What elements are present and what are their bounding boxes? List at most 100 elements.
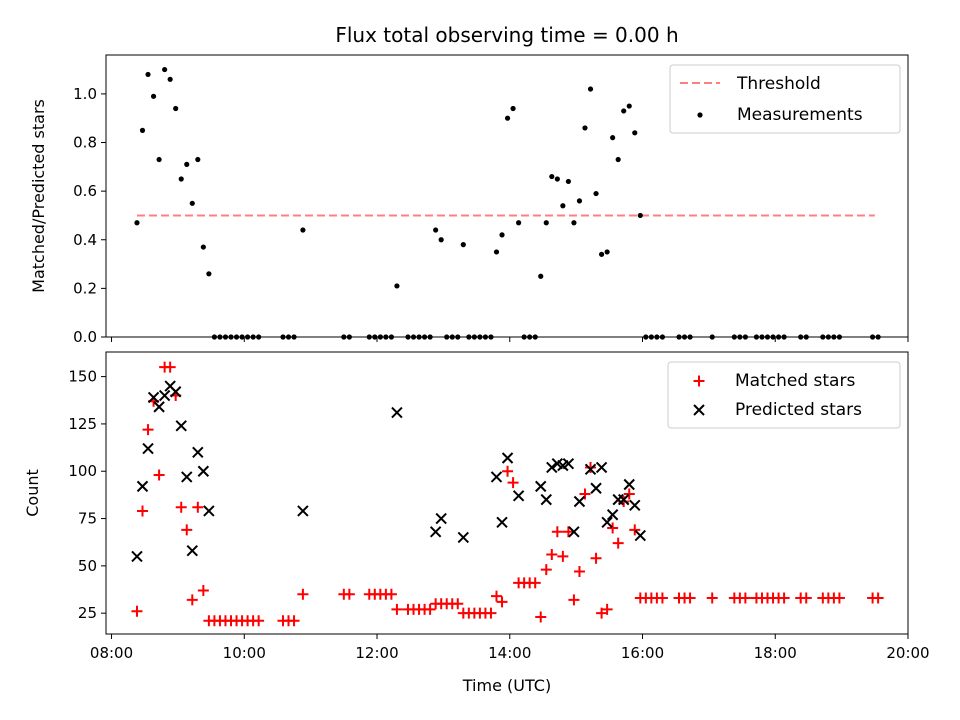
legend-predicted-label: Predicted stars — [735, 400, 862, 420]
measurement-point — [604, 249, 610, 255]
x-tick-label: 12:00 — [355, 644, 398, 662]
measurement-point — [189, 200, 195, 206]
measurement-point — [621, 108, 627, 114]
matched-star-marker — [568, 594, 580, 606]
measurement-point — [195, 156, 201, 163]
measurement-point — [626, 103, 632, 109]
top-axes-frame — [105, 54, 909, 338]
measurement-point — [150, 93, 157, 99]
predicted-star-marker — [457, 531, 470, 544]
matched-star-marker — [142, 424, 154, 436]
measurement-point — [549, 173, 555, 180]
measurement-point — [598, 251, 605, 257]
top-data-marks — [134, 66, 881, 340]
predicted-star-marker — [617, 493, 630, 506]
predicted-star-marker — [590, 482, 602, 494]
matched-star-marker — [872, 592, 884, 604]
predicted-star-marker — [634, 529, 647, 542]
measurement-point — [493, 249, 500, 255]
measurement-point — [200, 244, 206, 250]
bottom-y-tick-label: 125 — [68, 415, 97, 433]
predicted-star-marker — [562, 457, 575, 470]
predicted-star-marker — [197, 465, 210, 477]
measurement-point — [134, 220, 140, 226]
top-y-axis-label: Matched/Predicted stars — [29, 99, 48, 293]
matched-star-marker — [833, 592, 845, 604]
matched-star-marker — [507, 477, 519, 489]
measurement-point — [162, 66, 168, 73]
matched-star-marker — [557, 550, 569, 562]
matched-star-marker — [529, 577, 541, 589]
matched-star-marker — [485, 607, 497, 619]
matched-star-marker — [181, 524, 193, 536]
predicted-star-marker — [496, 516, 508, 529]
top-y-tick-label: 0.0 — [73, 328, 97, 346]
matched-star-marker — [192, 501, 204, 513]
top-x-ticks — [111, 337, 909, 342]
matched-star-marker — [490, 590, 502, 602]
matched-star-marker — [596, 607, 608, 619]
x-tick-label: 10:00 — [223, 644, 266, 662]
measurement-point — [576, 198, 583, 204]
predicted-star-marker — [181, 471, 193, 483]
top-legend: Threshold Measurements — [669, 64, 901, 134]
matched-star-marker — [385, 588, 397, 600]
predicted-star-marker — [535, 480, 547, 493]
matched-star-marker — [612, 537, 624, 549]
predicted-star-marker — [512, 490, 525, 502]
predicted-star-marker — [297, 505, 309, 517]
top-panel: 0.0 0.2 0.4 0.6 0.8 1.0 Matched/Predicted sta… — [29, 54, 909, 346]
matched-star-marker — [656, 592, 668, 604]
measurement-point — [565, 178, 571, 185]
x-tick-label: 08:00 — [90, 644, 133, 662]
bottom-y-tick-label: 150 — [68, 368, 97, 386]
legend-predicted-swatch — [693, 404, 705, 416]
bottom-data-marks — [131, 361, 884, 627]
matched-star-marker — [297, 588, 309, 600]
bottom-y-axis-label: Count — [23, 469, 42, 517]
measurement-point — [184, 161, 190, 167]
bottom-y-ticks: 25 50 75 100 125 150 — [68, 368, 106, 622]
measurement-point — [571, 220, 577, 226]
matched-star-marker — [546, 549, 558, 561]
predicted-star-marker — [584, 463, 597, 476]
measurement-point — [510, 105, 516, 112]
measurement-point — [433, 227, 439, 233]
measurement-point — [499, 232, 505, 238]
matched-star-marker — [343, 588, 355, 600]
measurement-point — [504, 115, 511, 121]
matched-star-marker — [585, 461, 597, 473]
matched-star-marker — [288, 615, 300, 627]
bottom-y-tick-label: 25 — [78, 604, 97, 622]
measurement-point — [394, 283, 400, 289]
matched-star-marker — [579, 488, 591, 500]
measurement-point — [543, 220, 549, 226]
top-y-tick-label: 0.2 — [73, 279, 97, 297]
matched-star-marker — [800, 592, 812, 604]
matched-star-marker — [623, 488, 635, 500]
matched-star-marker — [391, 603, 403, 615]
x-axis-label: Time (UTC) — [462, 676, 551, 695]
measurement-point — [582, 125, 588, 131]
matched-star-marker — [502, 465, 514, 477]
measurement-point — [173, 105, 179, 112]
measurement-point — [560, 203, 566, 209]
bottom-x-ticks: 08:00 10:00 12:00 14:00 16:00 18:00 20:00 — [90, 634, 930, 662]
matched-star-marker — [601, 603, 613, 615]
x-tick-label: 16:00 — [621, 644, 664, 662]
measurement-point — [615, 156, 621, 163]
predicted-star-marker — [435, 512, 447, 525]
predicted-star-marker — [546, 461, 558, 474]
measurement-point — [156, 156, 162, 163]
matched-star-marker — [496, 596, 508, 608]
predicted-star-marker — [158, 389, 171, 402]
legend-measurements-swatch — [697, 112, 703, 118]
measurement-point — [538, 273, 544, 279]
predicted-star-marker — [391, 406, 403, 419]
predicted-star-marker — [606, 509, 619, 521]
measurement-point — [587, 86, 594, 92]
measurement-point — [610, 135, 616, 141]
bottom-legend: Matched stars Predicted stars — [667, 361, 901, 429]
predicted-star-marker — [629, 499, 641, 512]
predicted-star-marker — [540, 493, 552, 506]
